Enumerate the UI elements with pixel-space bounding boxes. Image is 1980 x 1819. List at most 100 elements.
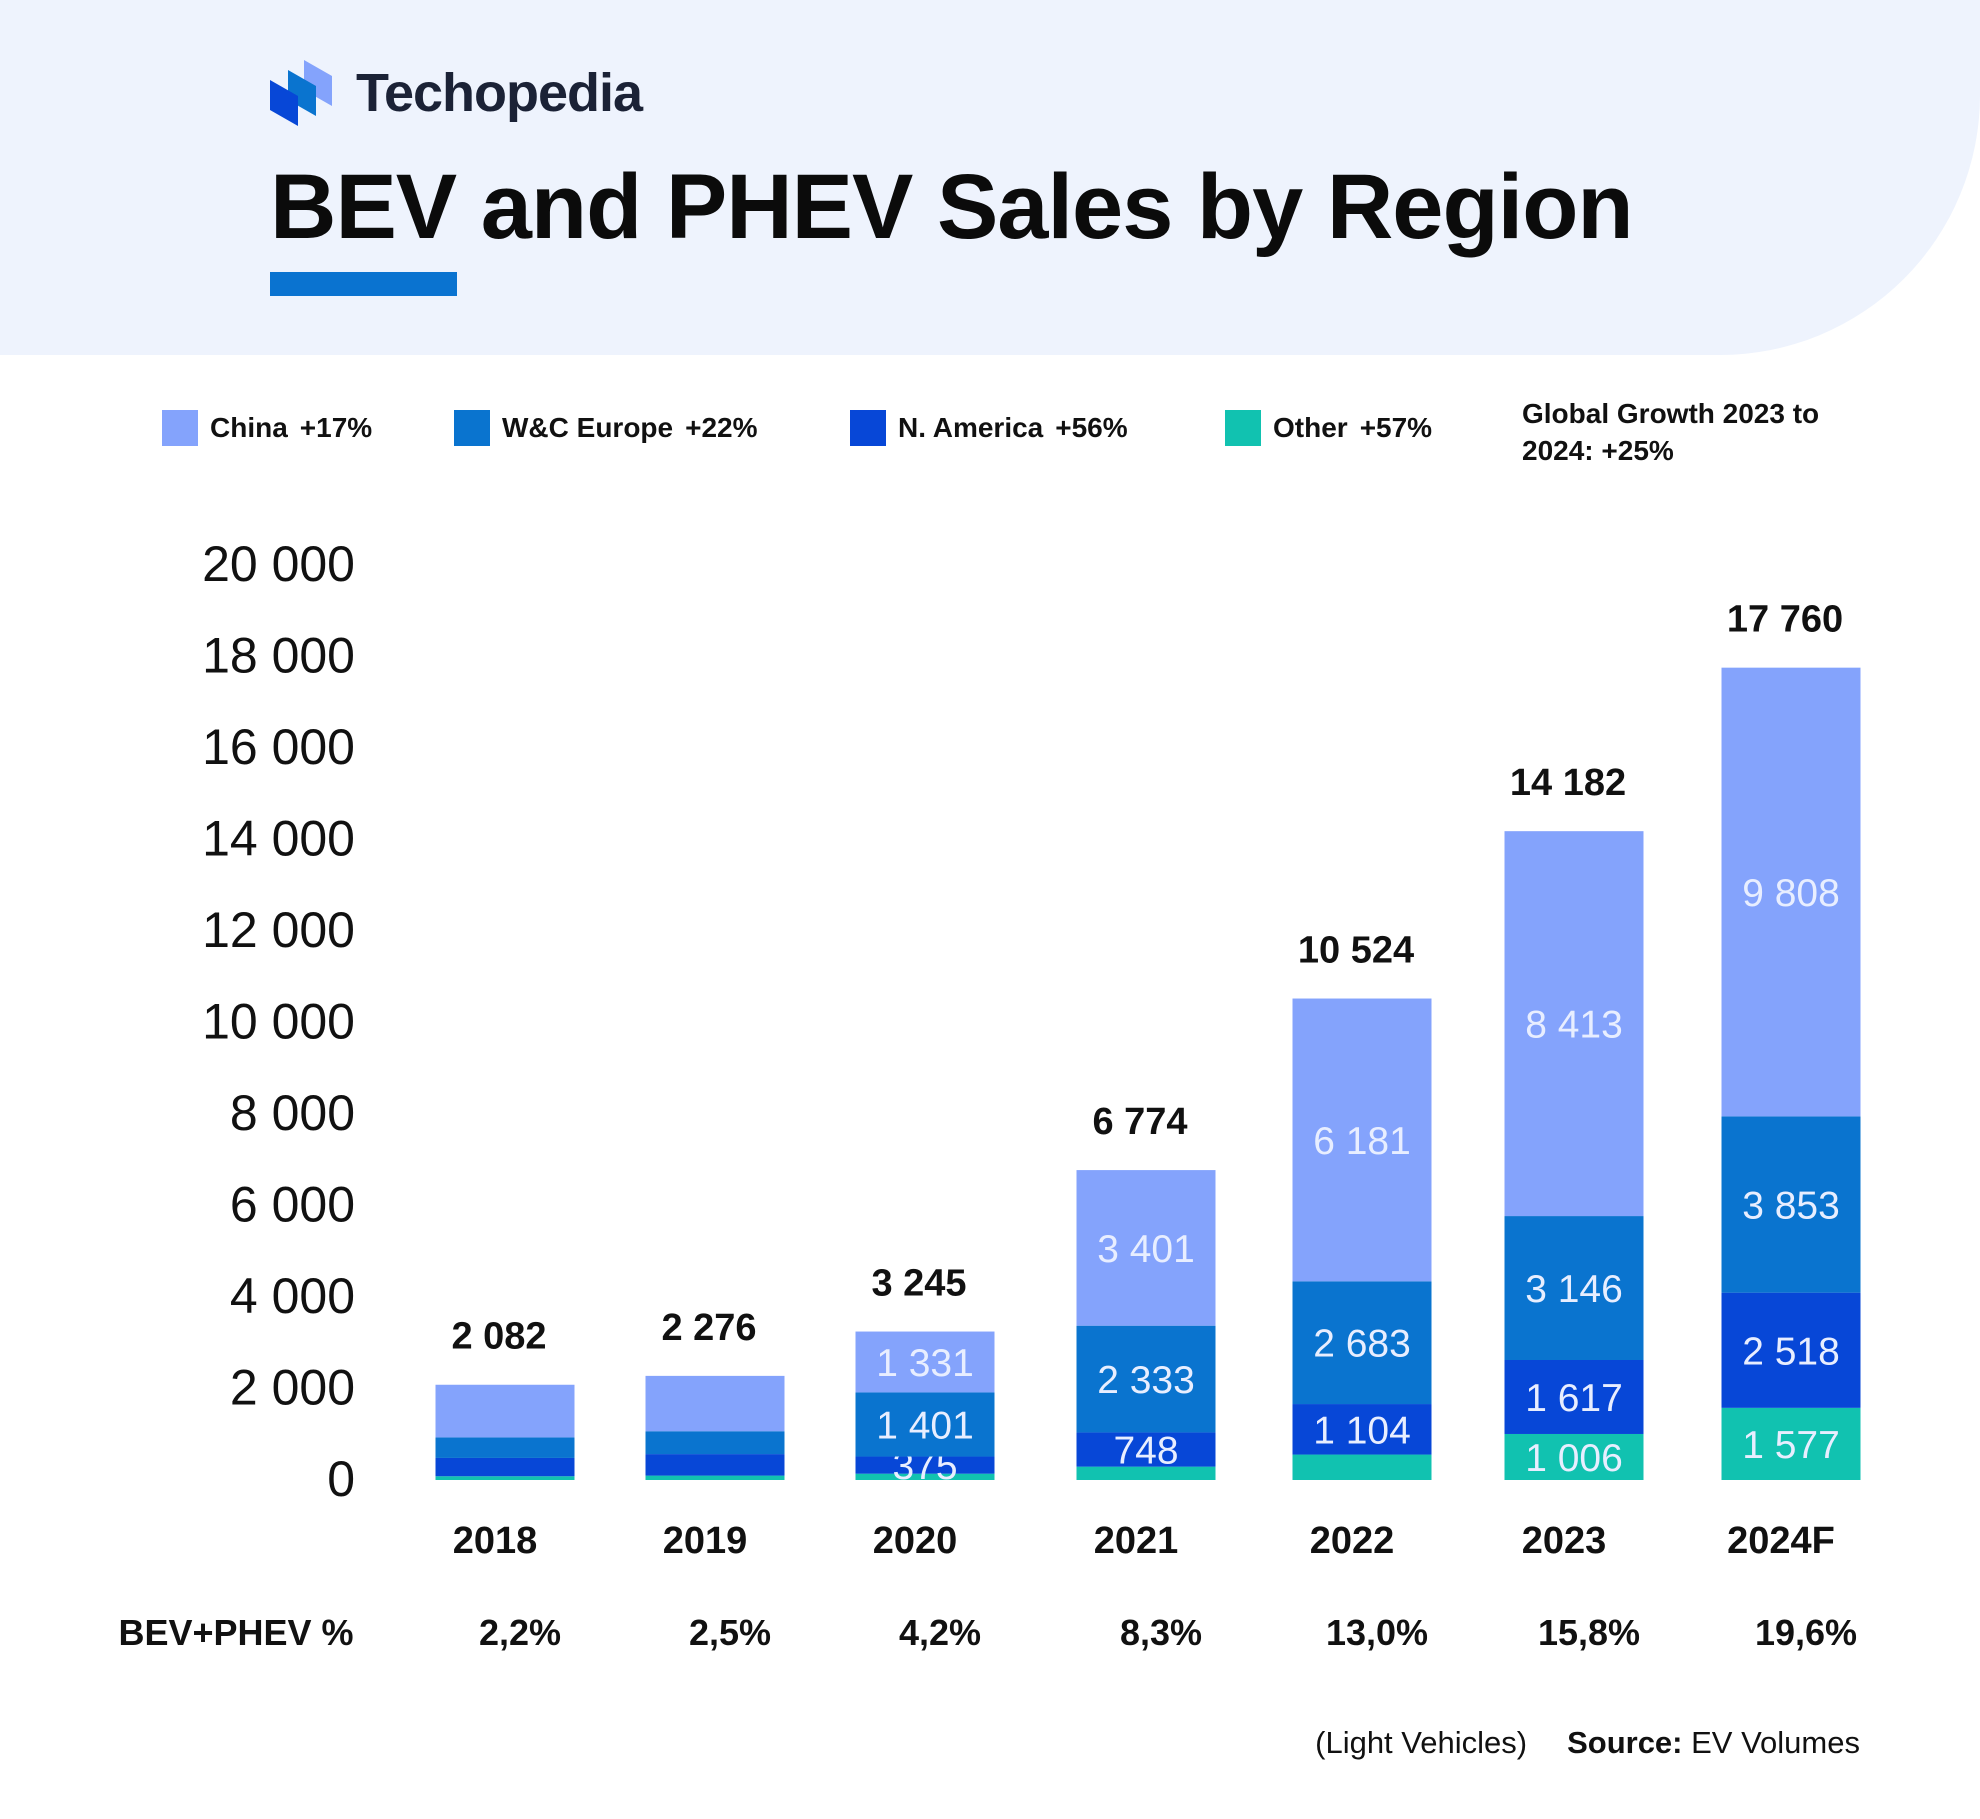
bar-segment-w-c-europe (1721, 1116, 1861, 1293)
segment-label: 2 333 (1097, 1359, 1195, 1402)
bar-segment-w-c-europe (1292, 1281, 1432, 1405)
x-tick-label: 2021 (1094, 1520, 1179, 1562)
bar-segment-china (1292, 998, 1432, 1282)
legend-europe: W&C Europe +22% (454, 410, 758, 446)
segment-label: 9 808 (1742, 872, 1840, 915)
legend-swatch (162, 410, 198, 446)
share-value: 19,6% (1754, 1612, 1858, 1653)
title-underline (270, 272, 457, 296)
bar-segment-n-america (1504, 1359, 1644, 1434)
bar-segment-china (1076, 1170, 1216, 1326)
bar-segment-other (855, 1473, 995, 1480)
total-label: 10 524 (1298, 930, 1414, 972)
segment-label: 1 401 (876, 1404, 974, 1447)
bar-segment-other (1292, 1454, 1432, 1480)
segment-label: 3 401 (1097, 1228, 1195, 1271)
page-title: BEV and PHEV Sales by Region (270, 156, 1634, 258)
total-label: 6 774 (1092, 1101, 1187, 1143)
segment-label: 3 853 (1742, 1185, 1840, 1228)
techopedia-logo-icon (270, 60, 332, 126)
x-tick-label: 2019 (663, 1520, 748, 1562)
total-label: 2 082 (451, 1316, 546, 1358)
segment-label: 1 104 (1313, 1409, 1411, 1452)
footer-note: (Light Vehicles) (1315, 1725, 1528, 1760)
y-tick-label: 8 000 (230, 1085, 355, 1141)
source: Source: EV Volumes (1567, 1725, 1860, 1761)
bar-segment-other (1504, 1433, 1644, 1480)
bar-segment-china (1504, 831, 1644, 1217)
share-value: 2,2% (478, 1612, 562, 1653)
share-value: 2,5% (688, 1612, 772, 1653)
bar-segment-other (645, 1475, 785, 1480)
bar-segment-w-c-europe (645, 1431, 785, 1455)
y-tick-label: 18 000 (202, 628, 355, 684)
share-value: 13,0% (1325, 1612, 1429, 1653)
brand-name: Techopedia (356, 63, 643, 123)
y-tick-label: 12 000 (202, 902, 355, 958)
legend-label: Other (1273, 412, 1348, 443)
bar-segment-n-america (435, 1457, 575, 1477)
bar-segment-other (1721, 1407, 1861, 1480)
share-value: 8,3% (1119, 1612, 1203, 1653)
segment-label: 748 (1113, 1430, 1178, 1473)
x-tick-label: 2024F (1727, 1520, 1835, 1562)
legend-label: China (210, 412, 288, 443)
segment-label: 3 146 (1525, 1268, 1623, 1311)
bar-segment-n-america (1292, 1404, 1432, 1455)
bar-segment-china (435, 1384, 575, 1438)
y-tick-label: 2 000 (230, 1360, 355, 1416)
legend-label: N. America (898, 412, 1044, 443)
x-tick-label: 2023 (1522, 1520, 1607, 1562)
source-name: EV Volumes (1691, 1725, 1860, 1760)
bar-segment-n-america (645, 1454, 785, 1476)
share-row-label: BEV+PHEV % (118, 1612, 354, 1653)
x-tick-label: 2020 (873, 1520, 958, 1562)
bar-segment-china (855, 1331, 995, 1393)
share-value: 15,8% (1537, 1612, 1641, 1653)
bar-segment-n-america (855, 1456, 995, 1474)
legend-china: China +17% (162, 410, 372, 446)
total-label: 17 760 (1727, 598, 1843, 640)
footer: (Light Vehicles) Source: EV Volumes (1315, 1725, 1860, 1761)
legend-swatch (850, 410, 886, 446)
total-label: 2 276 (661, 1307, 756, 1349)
legend-change: +56% (1055, 412, 1128, 443)
logo: Techopedia (268, 58, 643, 128)
bar-segment-other (1076, 1466, 1216, 1480)
legend-swatch (1225, 410, 1261, 446)
y-tick-label: 14 000 (202, 811, 355, 867)
segment-label: 1 331 (876, 1342, 974, 1385)
y-tick-label: 20 000 (202, 536, 355, 592)
segment-label: 2 518 (1742, 1330, 1840, 1373)
legend-other: Other +57% (1225, 410, 1432, 446)
legend-label: W&C Europe (502, 412, 674, 443)
bar-segment-w-c-europe (855, 1392, 995, 1457)
segment-label: 1 006 (1525, 1437, 1623, 1480)
legend-swatch (454, 410, 490, 446)
y-tick-label: 10 000 (202, 994, 355, 1050)
total-label: 14 182 (1510, 762, 1626, 804)
segment-label: 6 181 (1313, 1120, 1411, 1163)
legend-change: +57% (1359, 412, 1433, 443)
legend-north-america: N. America +56% (850, 410, 1128, 446)
bar-segment-n-america (1721, 1292, 1861, 1408)
x-tick-label: 2018 (453, 1520, 538, 1562)
bar-segment-n-america (1076, 1432, 1216, 1467)
segment-label: 1 577 (1742, 1424, 1840, 1467)
x-tick-label: 2022 (1310, 1520, 1395, 1562)
total-label: 3 245 (871, 1263, 966, 1305)
bar-segment-w-c-europe (1504, 1216, 1644, 1360)
segment-label: 8 413 (1525, 1004, 1623, 1047)
bar-segment-china (1721, 667, 1861, 1117)
legend-change: +22% (685, 412, 758, 443)
bar-segment-w-c-europe (1076, 1325, 1216, 1433)
y-tick-label: 0 (327, 1451, 355, 1507)
bar-segment-china (645, 1375, 785, 1432)
segment-label: 2 683 (1313, 1323, 1411, 1366)
y-tick-label: 6 000 (230, 1177, 355, 1233)
share-value: 4,2% (898, 1612, 982, 1653)
legend-change: +17% (299, 412, 373, 443)
source-label: Source: (1567, 1725, 1683, 1760)
segment-label: 1 617 (1525, 1377, 1623, 1420)
